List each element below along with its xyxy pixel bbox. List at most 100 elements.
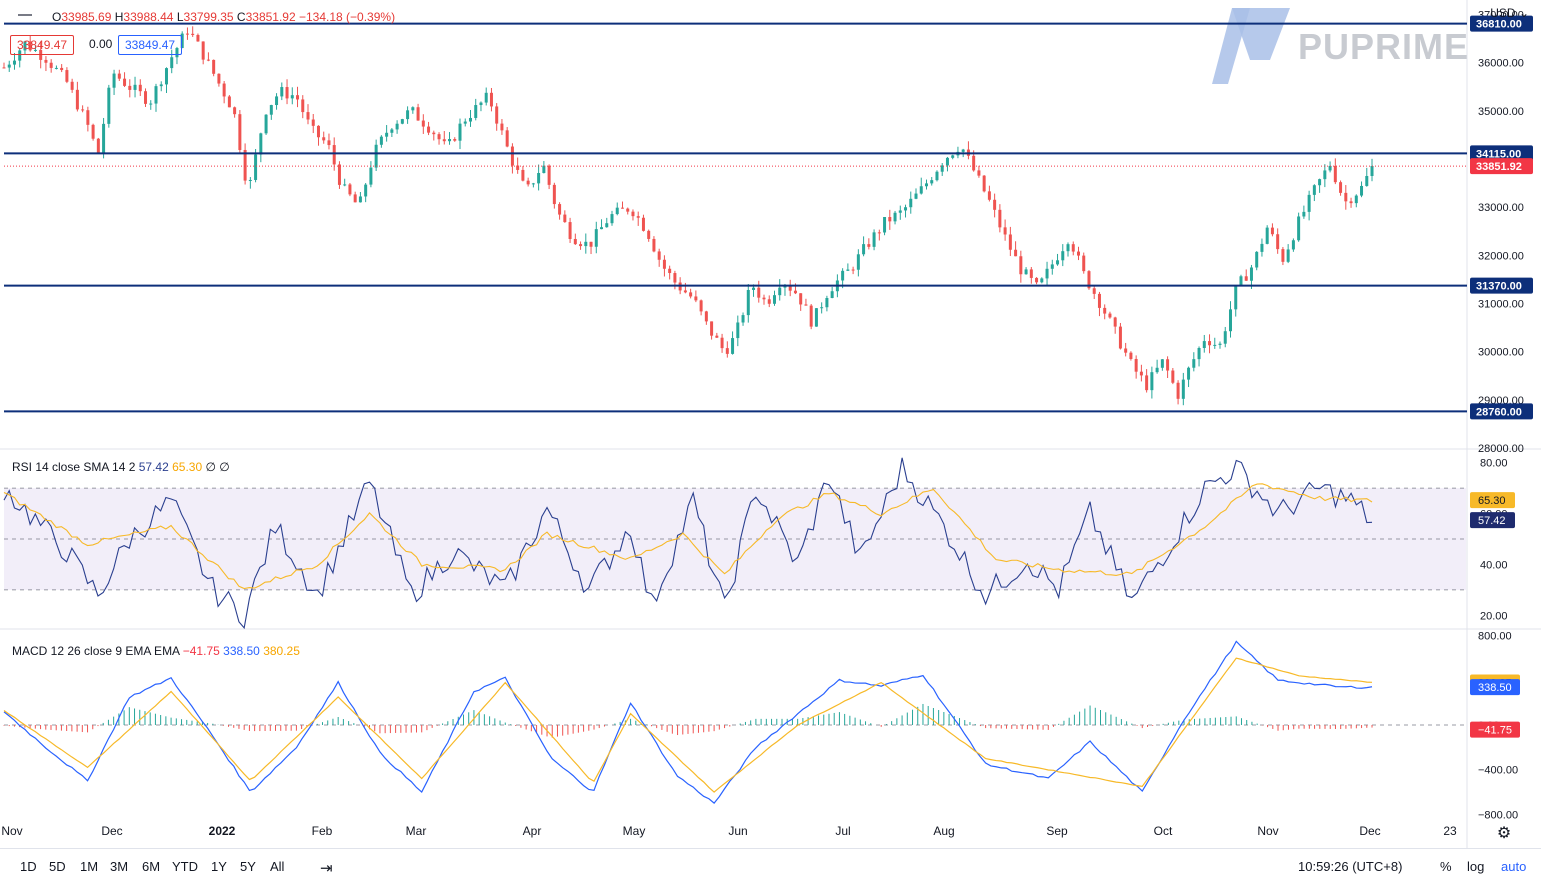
- open-value: 33985.69: [61, 10, 112, 24]
- candle: [227, 96, 231, 108]
- candle: [102, 123, 106, 153]
- candle: [448, 138, 452, 142]
- candle: [311, 119, 315, 126]
- rsi-value-tag: [1470, 512, 1515, 529]
- range-1d[interactable]: 1D: [20, 859, 37, 874]
- time-tick: Feb: [312, 824, 333, 838]
- candle: [1014, 249, 1018, 257]
- candle: [60, 67, 64, 71]
- candle: [710, 321, 714, 336]
- buy-price-button[interactable]: 33849.47: [118, 35, 183, 55]
- candle: [731, 338, 735, 354]
- macd-signal-value: 380.25: [263, 644, 300, 658]
- candle: [133, 84, 137, 90]
- candle: [1239, 276, 1243, 286]
- high-label: H: [114, 10, 124, 24]
- candle: [217, 73, 221, 84]
- candle: [741, 315, 745, 323]
- percent-toggle[interactable]: %: [1440, 859, 1452, 874]
- candle: [238, 114, 242, 150]
- macd-legend: MACD 12 26 close 9 EMA EMA −41.75 338.50…: [12, 644, 300, 658]
- candle: [128, 85, 132, 90]
- candle: [301, 99, 305, 113]
- candle: [542, 165, 546, 174]
- candle: [1166, 359, 1170, 371]
- candle: [259, 133, 263, 155]
- candle: [316, 125, 320, 138]
- clock[interactable]: 10:59:26 (UTC+8): [1298, 859, 1403, 874]
- range-5d[interactable]: 5D: [49, 859, 66, 874]
- candle: [1071, 244, 1075, 252]
- candle: [112, 73, 116, 88]
- candle: [1092, 288, 1096, 294]
- range-5y[interactable]: 5Y: [240, 859, 256, 874]
- collapse-legend-icon[interactable]: [18, 14, 32, 16]
- candle: [867, 244, 871, 247]
- candle: [1192, 359, 1196, 368]
- candle: [998, 209, 1002, 228]
- candle: [70, 81, 74, 90]
- last-price-label: 33851.92: [1476, 161, 1522, 173]
- range-ytd[interactable]: YTD: [172, 859, 198, 874]
- time-tick: Mar: [406, 824, 427, 838]
- candle: [285, 87, 289, 99]
- range-all[interactable]: All: [270, 859, 285, 874]
- candle: [353, 194, 357, 203]
- candle: [212, 59, 216, 74]
- candle: [1197, 347, 1201, 360]
- candle: [584, 241, 588, 247]
- range-3m[interactable]: 3M: [110, 859, 129, 874]
- candle: [1270, 227, 1274, 235]
- candle: [1087, 271, 1091, 289]
- candle: [18, 50, 22, 61]
- candle: [96, 138, 100, 153]
- sell-price-button[interactable]: 33849.47: [10, 35, 75, 55]
- candle: [1171, 370, 1175, 383]
- candle: [358, 196, 362, 203]
- range-1y[interactable]: 1Y: [211, 859, 227, 874]
- candle: [820, 307, 824, 309]
- candle: [862, 244, 866, 255]
- currency-selector[interactable]: USD ⌄: [1490, 6, 1529, 20]
- chevron-down-icon: ⌄: [1518, 6, 1529, 20]
- candle: [830, 291, 834, 299]
- candle: [1139, 371, 1143, 376]
- candle: [521, 169, 525, 181]
- last-price-tag: [1470, 158, 1533, 175]
- macd-line: [3, 640, 1373, 804]
- rsi-label: RSI 14 close SMA 14 2: [12, 460, 136, 474]
- time-tick: Sep: [1046, 824, 1068, 838]
- candle: [600, 227, 604, 230]
- candle: [290, 95, 294, 99]
- price-tick: 28000.00: [1478, 443, 1524, 455]
- date-range-icon[interactable]: ⇥: [320, 860, 333, 877]
- range-1m[interactable]: 1M: [80, 859, 99, 874]
- time-tick: 23: [1443, 824, 1457, 838]
- candle: [825, 298, 829, 308]
- rsi-sma-line: [3, 483, 1373, 590]
- close-label: C: [236, 10, 246, 24]
- candle: [662, 259, 666, 269]
- candle: [1291, 240, 1295, 250]
- time-tick: Dec: [1359, 824, 1380, 838]
- candle: [1312, 185, 1316, 195]
- candle: [468, 117, 472, 122]
- candle: [1281, 249, 1285, 262]
- candle: [144, 91, 148, 104]
- candle: [269, 105, 273, 115]
- auto-toggle[interactable]: auto: [1501, 859, 1527, 874]
- candle: [1129, 352, 1133, 359]
- candle: [437, 134, 441, 140]
- candle: [1056, 260, 1060, 265]
- candle: [65, 70, 69, 82]
- log-toggle[interactable]: log: [1467, 859, 1485, 874]
- candle: [149, 103, 153, 105]
- candle: [1323, 170, 1327, 180]
- price-tick: 35000.00: [1478, 106, 1524, 118]
- candle: [1118, 326, 1122, 349]
- candle: [1249, 267, 1253, 281]
- candle: [993, 199, 997, 210]
- range-6m[interactable]: 6M: [142, 859, 161, 874]
- candle: [793, 290, 797, 294]
